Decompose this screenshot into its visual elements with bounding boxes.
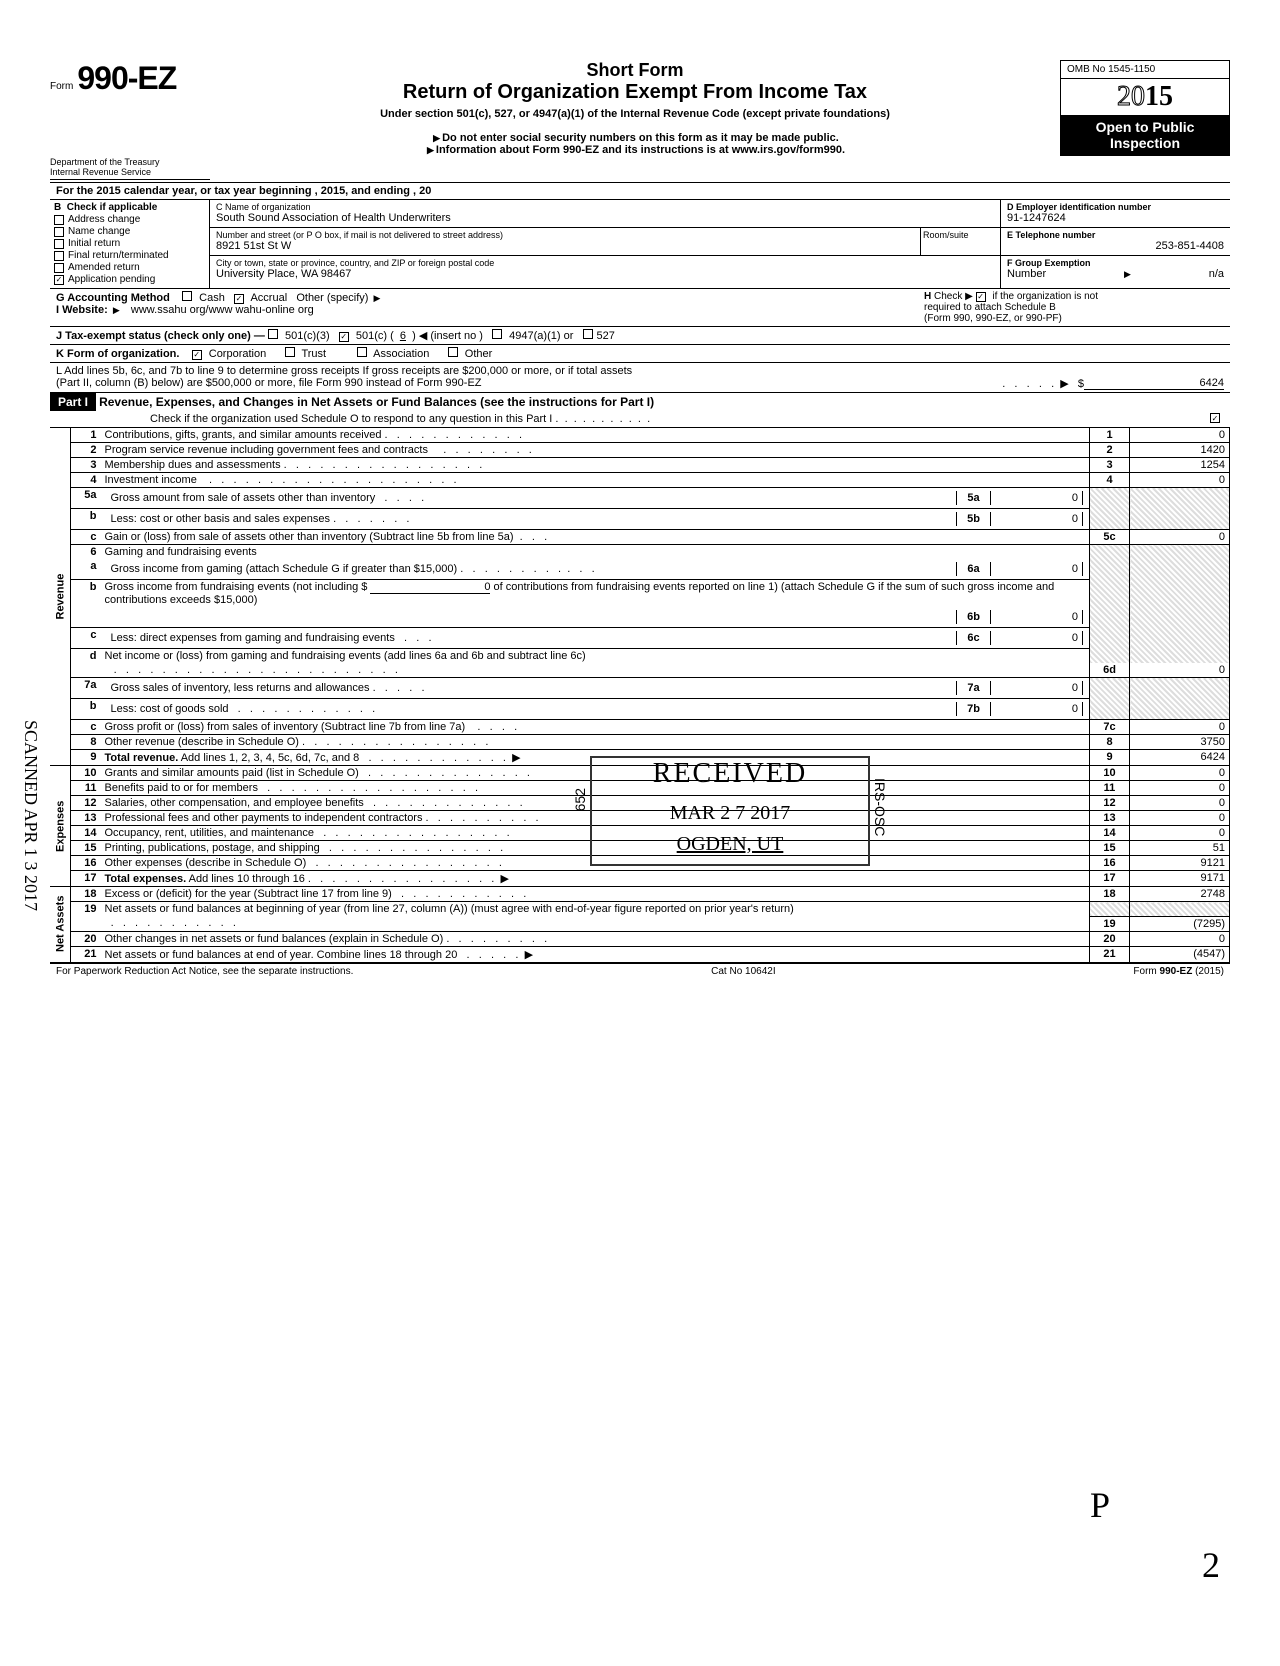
line15-val: 51 (1130, 841, 1230, 856)
tax-year: 2015 (1061, 79, 1229, 115)
stamp-num: 652 (572, 788, 588, 811)
section-def: D Employer identification number 91-1247… (1000, 200, 1230, 288)
revenue-label: Revenue (50, 428, 71, 766)
line5c-val: 0 (1130, 530, 1230, 545)
line-l: L Add lines 5b, 6c, and 7b to line 9 to … (50, 363, 1230, 392)
part1-table: Revenue 1Contributions, gifts, grants, a… (50, 428, 1230, 962)
info-block: B Check if applicable Address change Nam… (50, 200, 1230, 289)
checkbox-name[interactable] (54, 227, 64, 237)
netassets-label: Net Assets (50, 887, 71, 962)
checkbox-527[interactable] (583, 329, 593, 339)
form-label: Form (50, 81, 73, 92)
checkbox-part1-scho[interactable]: ✓ (1210, 413, 1220, 423)
handwrite-p: P (1090, 1484, 1110, 1526)
checkbox-h[interactable]: ✓ (976, 292, 986, 302)
scanned-stamp: SCANNED APR 1 3 2017 (20, 720, 41, 911)
form-number: 990-EZ (77, 60, 176, 97)
form-page: Form 990-EZ Department of the Treasury I… (0, 0, 1280, 1039)
section-b: B Check if applicable Address change Nam… (50, 200, 210, 288)
telephone: 253-851-4408 (1007, 240, 1224, 252)
section-c: C Name of organization South Sound Assoc… (210, 200, 1000, 288)
form-header: Form 990-EZ Department of the Treasury I… (50, 60, 1230, 180)
ssn-notice: Do not enter social security numbers on … (210, 132, 1060, 144)
org-street: 8921 51st St W (216, 240, 914, 252)
line5b-val: 0 (993, 512, 1083, 526)
line-j: J Tax-exempt status (check only one) — 5… (50, 327, 1230, 345)
line6d-val: 0 (1130, 663, 1230, 678)
line-l-value: 6424 (1084, 377, 1224, 390)
org-city: University Place, WA 98467 (216, 268, 994, 280)
checkbox-501c3[interactable] (268, 329, 278, 339)
room-suite: Room/suite (920, 228, 1000, 256)
section-a: For the 2015 calendar year, or tax year … (50, 182, 1230, 200)
line14-val: 0 (1130, 826, 1230, 841)
line6a-val: 0 (993, 562, 1083, 576)
line18-val: 2748 (1130, 887, 1230, 902)
subtitle: Under section 501(c), 527, or 4947(a)(1)… (210, 108, 1060, 120)
line2-val: 1420 (1130, 443, 1230, 458)
omb-number: OMB No 1545-1150 (1061, 61, 1229, 79)
line17-val: 9171 (1130, 871, 1230, 887)
checkbox-assoc[interactable] (357, 347, 367, 357)
footer-left: For Paperwork Reduction Act Notice, see … (56, 966, 353, 977)
received-stamp: RECEIVED MAR 2 7 2017 OGDEN, UT IRS-OSC … (590, 756, 870, 866)
line6b-val: 0 (993, 610, 1083, 624)
checkbox-other[interactable] (448, 347, 458, 357)
open-public-badge: Open to Public Inspection (1061, 115, 1229, 155)
dept-treasury: Department of the Treasury Internal Reve… (50, 157, 210, 180)
footer-cat: Cat No 10642I (711, 966, 776, 977)
checkbox-initial[interactable] (54, 239, 64, 249)
title-short-form: Short Form (210, 60, 1060, 81)
checkbox-corp[interactable]: ✓ (192, 350, 202, 360)
line13-val: 0 (1130, 811, 1230, 826)
group-exemption: n/a (1209, 268, 1224, 280)
expenses-label: Expenses (50, 766, 71, 887)
line-g-i: G Accounting Method Cash ✓ Accrual Other… (50, 289, 1230, 327)
section-h: H Check ▶ ✓ if the organization is not r… (924, 291, 1224, 324)
line16-val: 9121 (1130, 856, 1230, 871)
form-footer: For Paperwork Reduction Act Notice, see … (50, 962, 1230, 979)
header-right: OMB No 1545-1150 2015 Open to Public Ins… (1060, 60, 1230, 156)
line20-val: 0 (1130, 931, 1230, 946)
header-center: Short Form Return of Organization Exempt… (210, 60, 1060, 156)
checkbox-trust[interactable] (285, 347, 295, 357)
checkbox-amended[interactable] (54, 263, 64, 273)
checkbox-final[interactable] (54, 251, 64, 261)
checkbox-4947[interactable] (492, 329, 502, 339)
line8-val: 3750 (1130, 735, 1230, 750)
line9-val: 6424 (1130, 750, 1230, 766)
checkbox-address[interactable] (54, 215, 64, 225)
ein: 91-1247624 (1007, 212, 1224, 224)
line6c-val: 0 (993, 631, 1083, 645)
org-name: South Sound Association of Health Underw… (216, 212, 994, 224)
info-notice: Information about Form 990-EZ and its in… (210, 144, 1060, 156)
line1-val: 0 (1130, 428, 1230, 443)
line19-val: (7295) (1130, 916, 1230, 931)
form-number-block: Form 990-EZ (50, 60, 210, 97)
part1-header: Part I Revenue, Expenses, and Changes in… (50, 392, 1230, 428)
line4-val: 0 (1130, 473, 1230, 488)
line7c-val: 0 (1130, 720, 1230, 735)
title-return: Return of Organization Exempt From Incom… (210, 81, 1060, 104)
line10-val: 0 (1130, 766, 1230, 781)
checkbox-pending[interactable]: ✓ (54, 275, 64, 285)
website: www.ssahu org/www wahu-online org (131, 304, 314, 316)
line7a-val: 0 (993, 681, 1083, 695)
line11-val: 0 (1130, 781, 1230, 796)
line5a-val: 0 (993, 491, 1083, 505)
footer-right: Form 990-EZ (2015) (1133, 966, 1224, 977)
irs-osc-stamp: IRS-OSC (872, 778, 888, 836)
line-k: K Form of organization. ✓ Corporation Tr… (50, 345, 1230, 363)
checkbox-accrual[interactable]: ✓ (234, 294, 244, 304)
checkbox-cash[interactable] (182, 291, 192, 301)
line21-val: (4547) (1130, 946, 1230, 962)
line7b-val: 0 (993, 702, 1083, 716)
checkbox-501c[interactable]: ✓ (339, 332, 349, 342)
handwrite-2: 2 (1202, 1544, 1220, 1586)
line12-val: 0 (1130, 796, 1230, 811)
line3-val: 1254 (1130, 458, 1230, 473)
